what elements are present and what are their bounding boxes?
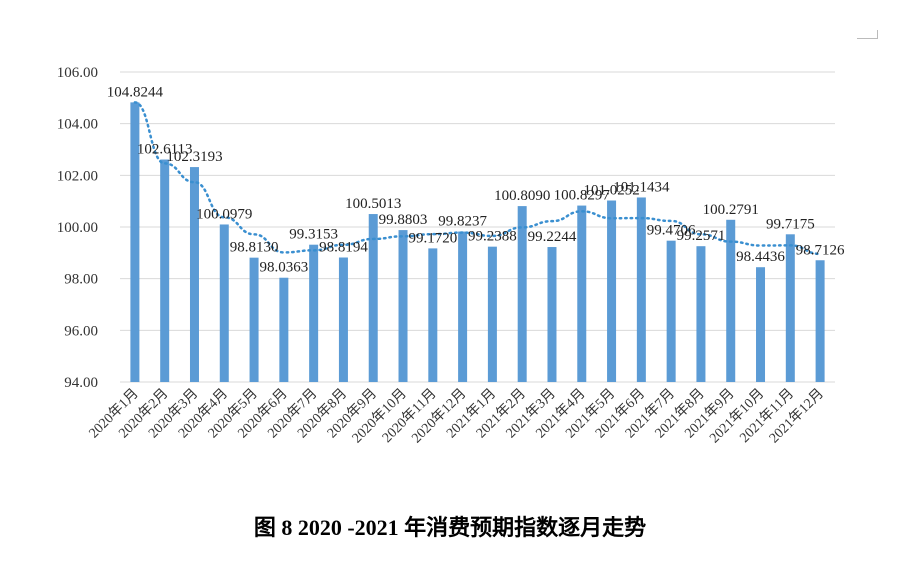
y-tick-label: 102.00: [57, 168, 98, 184]
data-label: 100.8297: [554, 188, 611, 204]
bar: [696, 246, 706, 382]
bar: [428, 248, 438, 382]
data-label: 98.7126: [796, 242, 845, 258]
data-label: 102.6113: [137, 142, 193, 158]
bar-chart: 94.00 96.00 98.00 100.00 102.00 104.00 106.00 1…: [57, 65, 845, 446]
bar: [607, 200, 617, 382]
bar: [815, 260, 825, 382]
bar: [279, 277, 289, 382]
bar: [785, 234, 795, 382]
data-label: 99.3153: [289, 227, 338, 243]
data-label: 99.7175: [766, 216, 815, 232]
bar: [398, 230, 408, 382]
bar: [636, 197, 646, 382]
data-label: 104.8244: [107, 84, 164, 100]
y-tick-label: 100.00: [57, 220, 98, 236]
bar: [219, 224, 229, 382]
data-label: 98.8130: [230, 240, 279, 256]
bar: [160, 159, 170, 382]
bar: [189, 167, 199, 382]
corner-mark: [857, 30, 878, 39]
data-label: 100.2791: [703, 202, 759, 218]
bar: [517, 206, 527, 382]
bar: [368, 214, 378, 382]
y-tick-label: 106.00: [57, 65, 98, 81]
bar: [577, 205, 587, 382]
trend-line: [133, 101, 822, 256]
y-tick-label: 96.00: [64, 323, 98, 339]
data-label: 99.1720: [408, 230, 457, 246]
bar: [130, 102, 140, 383]
y-tick-label: 94.00: [64, 375, 98, 391]
bar: [309, 244, 319, 382]
data-label: 101.1434: [613, 179, 670, 195]
bar: [547, 247, 557, 382]
data-label: 99.2571: [677, 228, 726, 244]
data-label: 99.2388: [468, 229, 517, 245]
data-label: 99.8237: [438, 214, 487, 230]
bar: [249, 257, 259, 382]
bar: [726, 219, 736, 382]
data-label: 100.5013: [345, 196, 401, 212]
data-label: 100.8090: [494, 188, 550, 204]
data-label: 98.8194: [319, 239, 368, 255]
data-label: 99.8803: [379, 212, 428, 228]
data-label: 102.3193: [166, 149, 222, 165]
data-label: 100.0979: [196, 206, 252, 222]
y-tick-label: 104.00: [57, 117, 98, 133]
data-label: 98.0363: [259, 260, 308, 276]
data-label: 98.4436: [736, 249, 785, 265]
bar: [458, 231, 468, 382]
data-label: 99.4706: [647, 223, 696, 239]
bar: [756, 267, 766, 382]
data-label: 101.0252: [583, 183, 639, 199]
bar: [487, 246, 497, 382]
y-tick-label: 98.00: [64, 272, 98, 288]
bar: [338, 257, 348, 382]
data-label: 99.2244: [528, 229, 577, 245]
figure-caption: 图 8 2020 -2021 年消费预期指数逐月走势: [253, 515, 647, 540]
bar: [666, 240, 676, 382]
